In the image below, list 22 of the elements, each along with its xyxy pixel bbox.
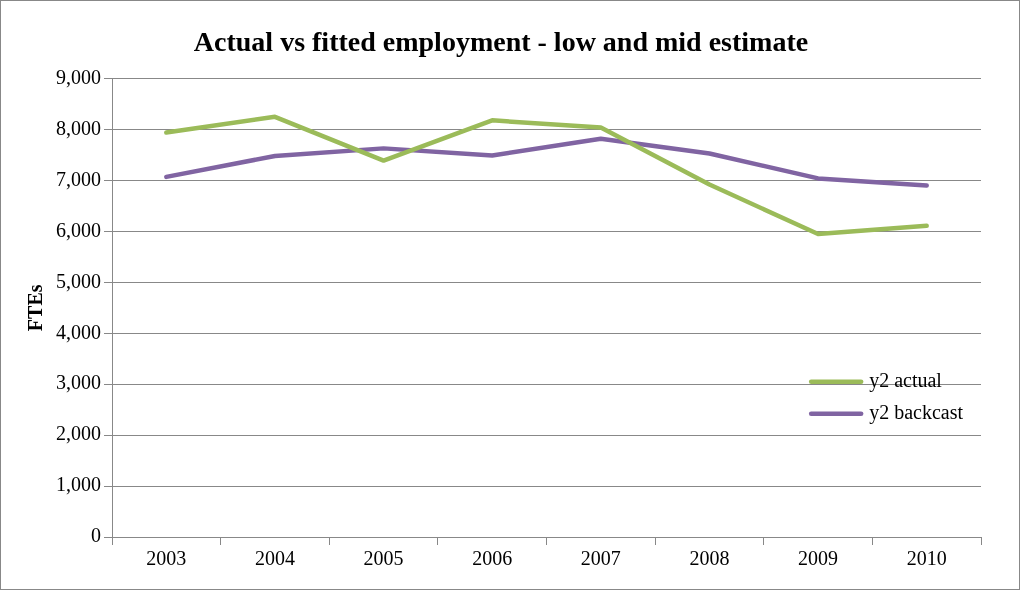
y-tick-label: 3,000 (56, 371, 101, 394)
x-tick-label: 2008 (689, 547, 730, 570)
y-tick-label: 5,000 (56, 269, 101, 292)
legend-label: y2 actual (869, 369, 943, 393)
x-tick-label: 2003 (146, 547, 187, 570)
x-tick-label: 2007 (580, 547, 621, 570)
chart-title: Actual vs fitted employment - low and mid estimate (193, 26, 809, 58)
y-tick-label: 9,000 (56, 65, 101, 88)
x-tick-label: 2010 (906, 547, 947, 570)
y-tick-label: 0 (91, 524, 101, 547)
x-tick-label: 2009 (798, 547, 839, 570)
y-tick-label: 4,000 (56, 320, 101, 343)
x-tick-label: 2004 (254, 547, 295, 570)
x-tick-label: 2006 (472, 547, 513, 570)
y-tick-label: 8,000 (56, 116, 101, 139)
x-tick-label: 2005 (363, 547, 404, 570)
legend-label: y2 backcast (869, 401, 964, 425)
y-tick-label: 7,000 (56, 167, 101, 190)
y-tick-label: 1,000 (56, 473, 101, 496)
y-tick-label: 2,000 (56, 422, 101, 445)
y-tick-label: 6,000 (56, 218, 101, 241)
y-axis-title: FTEs (24, 284, 47, 332)
